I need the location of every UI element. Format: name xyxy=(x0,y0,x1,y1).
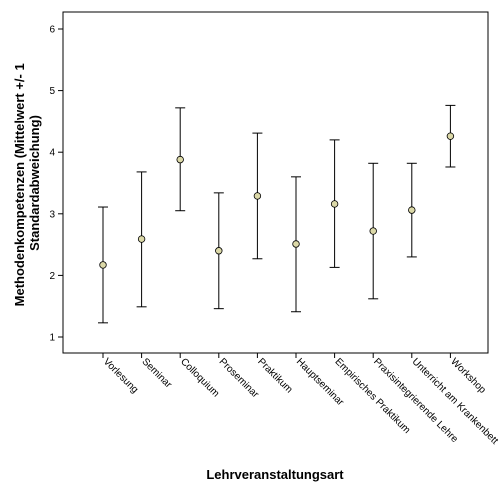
y-tick-label-1: 1 xyxy=(49,333,55,344)
x-category-label: Colloquium xyxy=(178,356,221,399)
mean-point xyxy=(253,192,262,200)
mean-point xyxy=(215,247,223,255)
error-bar-group xyxy=(291,176,301,313)
error-bar-group xyxy=(445,104,456,168)
mean-point xyxy=(176,155,184,164)
error-bar-group xyxy=(406,162,417,258)
x-category-label: Proseminar xyxy=(217,356,261,400)
y-axis-title: Methodenkompetenzen (Mittelwert +/- 1 St… xyxy=(12,60,42,307)
x-category-label: Workshop xyxy=(448,356,488,396)
plot-frame xyxy=(62,11,489,354)
error-bar-group xyxy=(252,132,263,260)
error-bar-group xyxy=(213,192,224,310)
error-bar-group xyxy=(98,206,108,324)
error-bar-group xyxy=(175,107,186,212)
y-axis-title-line-2: Standardabweichung) xyxy=(27,115,42,251)
y-tick-label-6: 6 xyxy=(49,25,55,36)
mean-point xyxy=(292,240,300,248)
mean-point xyxy=(446,132,455,140)
y-axis: 1 2 3 4 5 6 xyxy=(49,25,63,344)
y-tick-label-3: 3 xyxy=(49,209,55,220)
mean-point xyxy=(137,235,146,243)
mean-point xyxy=(99,261,107,269)
y-tick-label-2: 2 xyxy=(49,271,55,282)
x-category-label: Vorlesung xyxy=(101,356,140,395)
mean-point xyxy=(369,227,377,235)
x-category-label: Seminar xyxy=(139,356,174,391)
x-category-label: Praktikum xyxy=(255,356,294,395)
error-bar-group xyxy=(136,171,147,308)
y-axis-title-line-1: Methodenkompetenzen (Mittelwert +/- 1 xyxy=(12,63,27,306)
error-bar-group xyxy=(368,162,379,300)
mean-point xyxy=(408,206,416,214)
x-axis: Vorlesung Seminar ColloquiumProseminarPrak… xyxy=(101,353,499,447)
x-category-label: Empirisches Praktikum xyxy=(332,356,412,436)
y-tick-label-4: 4 xyxy=(49,148,55,159)
y-tick-label-5: 5 xyxy=(49,86,55,97)
x-axis-title: Lehrveranstaltungsart xyxy=(206,467,344,482)
mean-point xyxy=(330,200,339,208)
error-bar-group xyxy=(329,139,340,268)
error-bar-series xyxy=(98,104,456,324)
